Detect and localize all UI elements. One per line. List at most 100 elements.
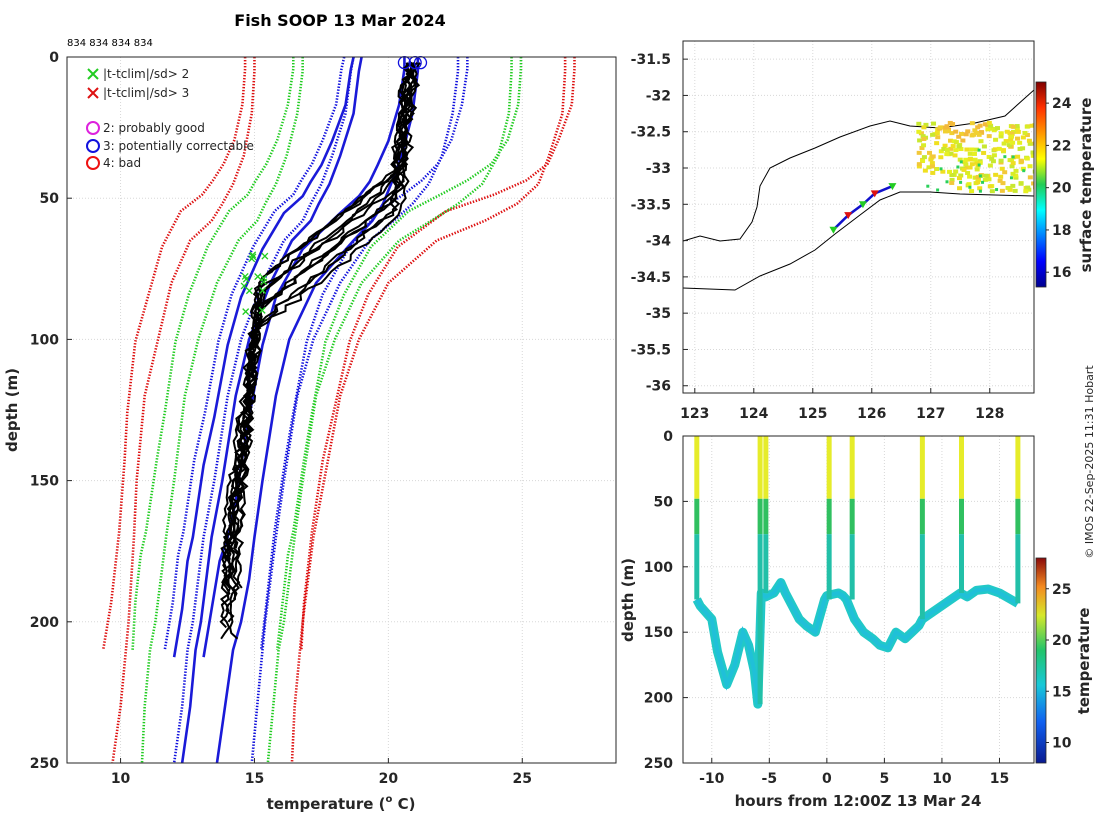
sst-cell — [975, 175, 981, 180]
legend-label: |t-tclim|/sd> 3 — [103, 86, 189, 100]
sst-cell — [926, 184, 930, 188]
climatology-mean-2sd — [131, 57, 295, 651]
tick-label-y: -32 — [646, 88, 671, 104]
section-colorbar-ticks: 10 15 20 25 — [1046, 582, 1072, 752]
sst-cell — [1026, 187, 1032, 192]
sst-cell — [993, 137, 999, 142]
flag-x-marker — [258, 306, 266, 314]
sst-cell — [995, 188, 999, 192]
sst-cell — [978, 130, 984, 135]
sst-cell — [962, 160, 968, 165]
section-ylabel: depth (m) — [619, 558, 637, 642]
sst-cell — [953, 129, 959, 134]
sst-cell — [982, 177, 988, 182]
sst-cell — [1012, 188, 1018, 193]
observed-profile — [228, 62, 421, 600]
colorbar-tick-label: 10 — [1052, 736, 1072, 752]
sst-cell — [927, 150, 933, 155]
colorbar-tick-label: 15 — [1052, 684, 1071, 700]
flag-x-marker — [259, 287, 267, 294]
legend-label: 2: probably good — [103, 121, 205, 135]
sst-cell — [976, 132, 982, 137]
profile-ylabel: depth (m) — [3, 368, 21, 452]
sst-cell — [948, 146, 954, 151]
sst-cell — [960, 138, 966, 143]
sst-cell — [1009, 164, 1015, 169]
map-content — [683, 89, 1034, 291]
sst-cell — [1032, 141, 1034, 146]
climatology-mean-3sd — [290, 57, 567, 763]
tick-label-y: 250 — [30, 756, 59, 772]
sst-cell — [987, 163, 993, 168]
sst-cell — [1022, 169, 1026, 173]
sst-cell — [934, 166, 940, 171]
observed-profile — [224, 61, 419, 560]
sst-cell — [1010, 183, 1016, 188]
sst-cell — [944, 124, 950, 129]
sst-cell — [958, 147, 964, 152]
tick-label-y: -31.5 — [631, 52, 671, 68]
section-casts — [692, 436, 1021, 709]
sst-cell — [916, 162, 922, 167]
mean-profile-line — [172, 57, 355, 658]
sst-cell — [996, 146, 1002, 151]
sst-cell — [993, 172, 999, 177]
sst-cell — [949, 177, 955, 182]
sst-cell — [1005, 185, 1011, 190]
flag-x-marker — [241, 272, 249, 280]
flag-x-marker — [245, 287, 253, 295]
flag-x-marker — [242, 308, 250, 316]
sst-cell — [1025, 185, 1031, 190]
tick-label-y: 50 — [654, 494, 674, 510]
sst-cell — [961, 167, 967, 172]
sst-cell — [938, 125, 944, 130]
tick-label-y: 100 — [644, 560, 673, 576]
tick-label-x: 124 — [739, 406, 768, 422]
sst-cell — [950, 144, 956, 149]
sst-cell — [969, 121, 975, 126]
sst-cell — [977, 163, 981, 167]
sst-cell — [1023, 189, 1029, 194]
sst-cell — [1009, 131, 1015, 136]
tick-label-y: 200 — [30, 615, 59, 631]
sst-cell — [1009, 176, 1013, 180]
sst-cell — [997, 178, 1003, 183]
sst-cell — [950, 122, 956, 127]
sst-cell — [921, 155, 927, 160]
section-xlabel: hours from 12:00Z 13 Mar 24 — [735, 792, 982, 810]
climatology-mean-3sd — [111, 57, 256, 763]
sst-cell — [1030, 153, 1034, 158]
tick-label-y: 50 — [40, 191, 60, 207]
sst-cell — [929, 161, 935, 166]
sst-cell — [1014, 124, 1020, 129]
sst-cell — [964, 165, 970, 170]
tick-label-x: 5 — [880, 771, 890, 787]
climatology-mean-1sd — [259, 57, 469, 651]
sst-cell — [1015, 129, 1021, 134]
sst-cell — [916, 150, 922, 155]
legend-label: 4: bad — [103, 156, 141, 170]
mean-profile-line — [180, 57, 363, 763]
sst-cell — [1022, 130, 1028, 135]
track-marker — [829, 226, 838, 234]
sst-cell — [1010, 140, 1016, 145]
profile-legend: |t-tclim|/sd> 2 |t-tclim|/sd> 3 2: probabl… — [86, 67, 254, 170]
sst-cell — [1020, 166, 1026, 171]
sst-cell — [922, 168, 928, 173]
sst-cell — [940, 169, 946, 174]
sst-cell — [941, 147, 947, 152]
sst-cell — [949, 180, 955, 185]
sst-cell — [991, 153, 997, 158]
sst-cell — [1001, 141, 1007, 146]
legend-marker — [86, 121, 100, 135]
sst-cell — [998, 174, 1004, 179]
map-panel: 123 124 125 126 127 128 -31.5 -32 -32.5 -33 -33.5 -… — [631, 40, 1095, 422]
sst-cell — [930, 132, 936, 137]
sst-cell — [1026, 138, 1032, 143]
sst-cell — [958, 173, 964, 178]
map-ticks: 123 124 125 126 127 128 -31.5 -32 -32.5 -33 -33.5 -… — [631, 52, 1005, 422]
sst-cell — [992, 147, 998, 152]
sst-cell — [1000, 148, 1006, 153]
sst-cell — [1010, 124, 1016, 129]
sst-cell — [965, 170, 971, 175]
